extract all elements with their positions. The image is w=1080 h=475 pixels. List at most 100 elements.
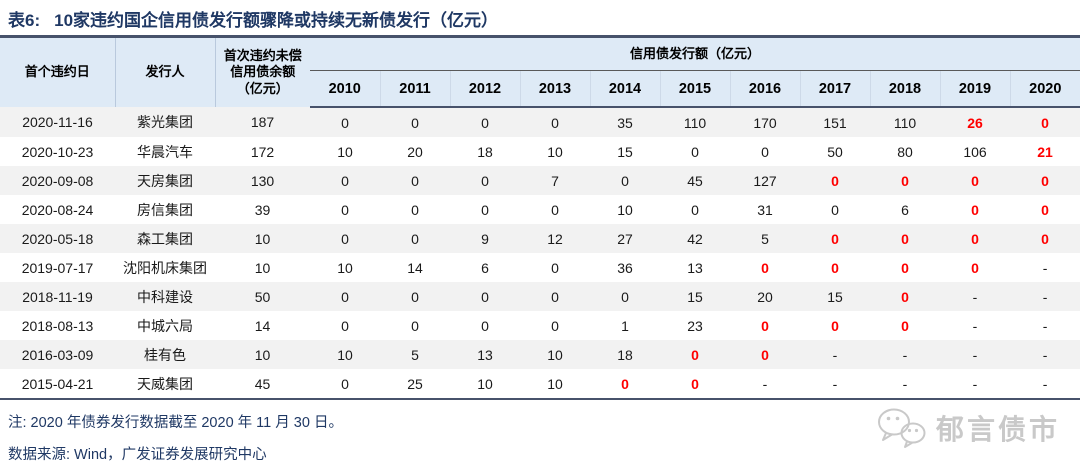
- cell-issuance-2010: 0: [341, 230, 349, 247]
- cell-balance: 10: [254, 346, 271, 363]
- cell-issuance-2019: 106: [963, 143, 987, 160]
- table-note: 注: 2020 年债券发行数据截至 2020 年 11 月 30 日。: [8, 415, 343, 431]
- cell-issuance-2018: -: [870, 369, 940, 400]
- cell-issuance-2016: 0: [761, 346, 769, 363]
- cell-issuance-2015: 42: [687, 230, 703, 247]
- cell-issuance-2011: 0: [411, 317, 419, 334]
- cell-issuance-2016: 5: [761, 230, 769, 247]
- cell-issuance-2019: 0: [971, 172, 979, 189]
- cell-issuance-2014: 15: [617, 143, 633, 160]
- cell-issuer: 房信集团: [137, 201, 193, 218]
- cell-issuance-2010: 0: [310, 369, 380, 400]
- cell-issuance-2016: -: [730, 369, 800, 400]
- cell-issuance-2017: 50: [827, 143, 843, 160]
- cell-default-date: 2015-04-21: [0, 369, 115, 400]
- cell-issuance-2019: 26: [967, 114, 983, 131]
- cell-issuance-2019: 0: [971, 230, 979, 247]
- cell-issuance-2012: 6: [481, 259, 489, 276]
- cell-issuance-2014: 27: [617, 230, 633, 247]
- cell-issuance-2012: 13: [477, 346, 493, 363]
- year-header-2010: 2010: [310, 70, 381, 108]
- year-header-2013: 2013: [520, 70, 591, 108]
- cell-issuance-2012: 0: [481, 317, 489, 334]
- cell-issuance-2019: -: [972, 346, 978, 363]
- cell-issuance-2012: 0: [481, 201, 489, 218]
- cell-issuance-2015: 23: [687, 317, 703, 334]
- brand-name: 郁言债市: [935, 414, 1060, 445]
- cell-issuance-2014: 18: [617, 346, 633, 363]
- cell-issuer: 紫光集团: [137, 114, 193, 130]
- cell-issuance-2010: 0: [341, 114, 349, 131]
- cell-issuance-2020: 21: [1037, 143, 1053, 160]
- cell-issuance-2020: -: [1042, 317, 1048, 334]
- cell-issuance-2017: -: [800, 369, 870, 400]
- cell-issuance-2020: 0: [1041, 230, 1049, 247]
- cell-issuance-2018: 0: [901, 288, 909, 305]
- cell-issuance-2017: 0: [831, 172, 839, 189]
- table-source: 数据来源: Wind，广发证券发展研究中心: [8, 447, 267, 463]
- cell-issuance-2019: -: [972, 317, 978, 334]
- cell-balance: 187: [250, 114, 275, 130]
- cell-issuance-2013: 0: [551, 288, 559, 305]
- table-tag: 表6:: [8, 11, 41, 30]
- cell-issuance-2015: 0: [660, 369, 730, 400]
- year-header-2012: 2012: [450, 70, 521, 108]
- cell-issuance-2019: -: [940, 369, 1010, 400]
- cell-balance: 39: [254, 201, 271, 218]
- cell-issuance-2011: 0: [411, 172, 419, 189]
- col-header-default-date: 首个违约日: [0, 36, 116, 107]
- cell-issuance-2010: 10: [337, 259, 353, 276]
- cell-issuer: 森工集团: [137, 230, 193, 247]
- cell-issuance-2019: -: [972, 288, 978, 305]
- year-header-2018: 2018: [870, 70, 941, 108]
- cell-issuance-2017: 0: [831, 230, 839, 247]
- cell-issuance-2017: 15: [827, 288, 843, 305]
- table-row: 2016-03-09 桂有色 10 10 5 13 10 18 0 0 - - - -: [0, 340, 1080, 369]
- cell-issuance-2010: 0: [341, 288, 349, 305]
- cell-issuance-2016: 20: [757, 288, 773, 305]
- cell-issuance-2011: 5: [411, 346, 419, 363]
- cell-issuance-2013: 10: [547, 143, 563, 160]
- cell-issuance-2018: 6: [901, 201, 909, 218]
- table-title: 表6: 10家违约国企信用债发行额骤降或持续无新债发行（亿元）: [0, 0, 1080, 35]
- cell-issuance-2020: 0: [1041, 114, 1049, 131]
- table-row: 2020-09-08 天房集团 130 0 0 0 7 0 45 127 0 0 0 0: [0, 166, 1080, 195]
- cell-balance: 10: [254, 230, 271, 247]
- cell-issuer: 沈阳机床集团: [123, 259, 207, 276]
- cell-issuance-2011: 0: [411, 114, 419, 131]
- cell-issuance-2014: 1: [621, 317, 629, 334]
- cell-issuance-2016: 170: [753, 114, 777, 131]
- cell-issuer: 桂有色: [144, 346, 186, 363]
- cell-default-date: 2018-11-19: [22, 288, 93, 305]
- cell-issuance-2013: 0: [551, 201, 559, 218]
- cell-issuance-2015: 0: [691, 143, 699, 160]
- cell-issuance-2014: 36: [617, 259, 633, 276]
- cell-issuance-2013: 7: [551, 172, 559, 189]
- table-body: 2020-11-16 紫光集团 187 0 0 0 0 35 110 170 151 110 26 0 20…: [0, 107, 1080, 400]
- cell-issuance-2018: -: [902, 346, 908, 363]
- cell-issuance-2016: 0: [761, 317, 769, 334]
- cell-issuance-2018: 80: [897, 143, 913, 160]
- cell-issuance-2013: 10: [520, 369, 590, 400]
- cell-issuance-2014: 0: [590, 369, 660, 400]
- cell-issuance-2020: -: [1042, 346, 1048, 363]
- cell-issuance-2015: 15: [687, 288, 703, 305]
- cell-issuance-2017: -: [832, 346, 838, 363]
- cell-issuance-2018: 0: [901, 230, 909, 247]
- table-row: 2015-04-21 天威集团 45 0 25 10 10 0 0- - - - -: [0, 369, 1080, 400]
- table-row: 2019-07-17 沈阳机床集团 10 10 14 6 0 36 13 0 0 0 0 -: [0, 253, 1080, 282]
- year-header-2016: 2016: [730, 70, 801, 108]
- cell-issuance-2016: 0: [761, 259, 769, 276]
- cell-issuance-2011: 14: [407, 259, 423, 276]
- cell-issuance-2011: 0: [411, 288, 419, 305]
- cell-issuance-2020: -: [1042, 288, 1048, 305]
- table-header: 首个违约日 发行人 首次违约未偿信用债余额（亿元） 信用债发行额（亿元） 201…: [0, 36, 1080, 108]
- cell-issuance-2012: 9: [481, 230, 489, 247]
- cell-issuance-2014: 35: [617, 114, 633, 131]
- table-row: 2020-11-16 紫光集团 187 0 0 0 0 35 110 170 151 110 26 0: [0, 107, 1080, 137]
- cell-issuer: 华晨汽车: [137, 143, 193, 160]
- cell-balance: 130: [250, 172, 275, 189]
- cell-issuance-2011: 20: [407, 143, 423, 160]
- cell-issuance-2015: 0: [691, 201, 699, 218]
